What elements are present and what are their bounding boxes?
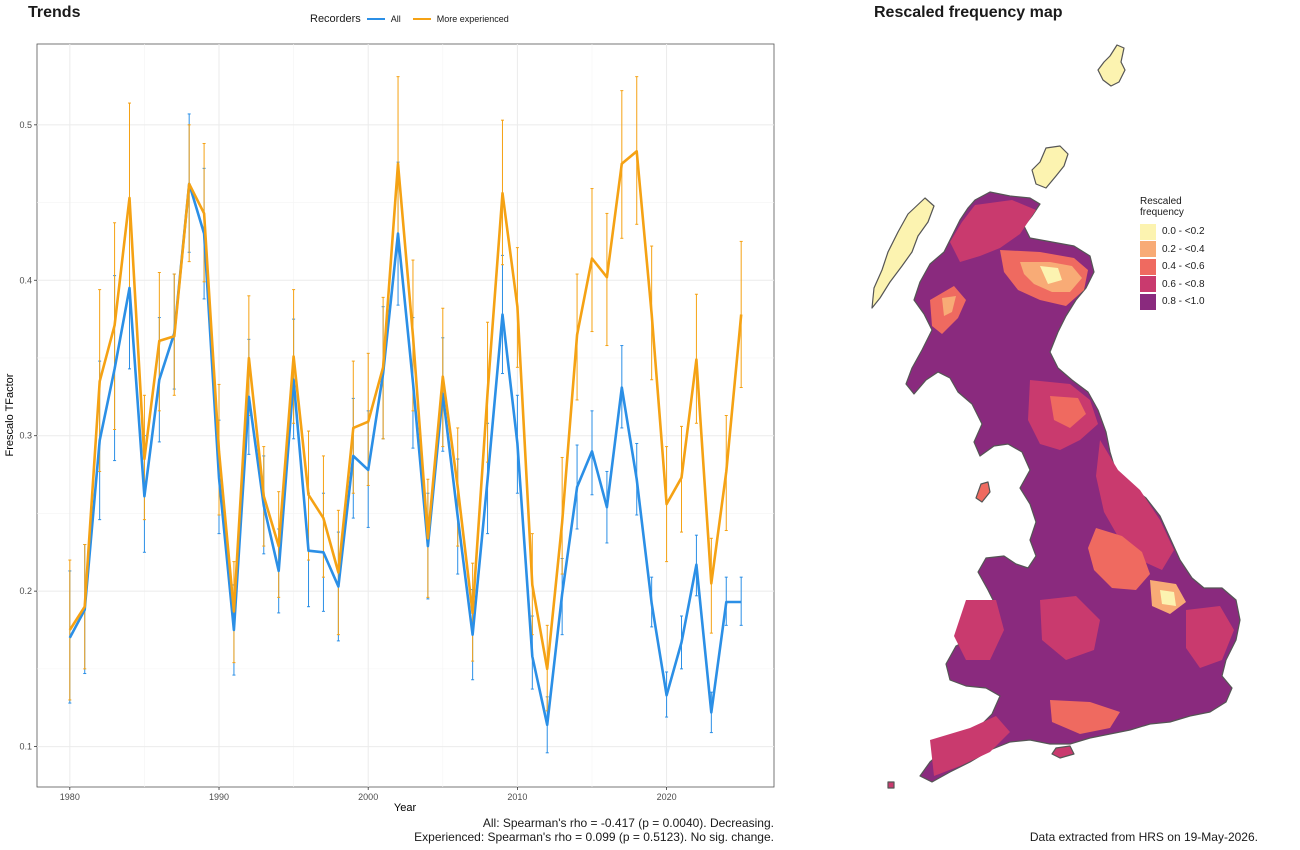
series-line-experienced	[68, 150, 743, 671]
legend-experienced-label: More experienced	[436, 14, 509, 24]
data-source-note: Data extracted from HRS on 19-May-2026.	[1029, 830, 1258, 844]
y-axis-label: Frescalo TFactor	[4, 373, 16, 456]
legend-all-label: All	[390, 14, 401, 24]
stat-experienced: Experienced: Spearman's rho = 0.099 (p =…	[414, 830, 774, 844]
map-legend-item: 0.0 - <0.2	[1140, 223, 1210, 241]
legend-experienced-swatch	[412, 18, 431, 20]
zone-yorkshire	[1088, 528, 1150, 590]
map-title: Rescaled frequency map	[874, 4, 1063, 21]
zone-midlands	[1040, 596, 1100, 660]
legend-all-swatch	[366, 18, 385, 20]
legend-label: 0.6 - <0.8	[1162, 278, 1205, 290]
map-legend-item: 0.2 - <0.4	[1140, 241, 1210, 259]
outer-hebrides-region	[871, 197, 935, 309]
stat-all: All: Spearman's rho = -0.417 (p = 0.0040…	[482, 816, 774, 830]
zone-south-coast	[1050, 700, 1120, 734]
map-legend-item: 0.4 - <0.6	[1140, 258, 1210, 276]
legend-label: 0.2 - <0.4	[1162, 243, 1205, 255]
zone-wash-low	[1160, 590, 1176, 606]
zone-north-scotland	[950, 200, 1036, 262]
y-tick-label: 0.2	[19, 586, 32, 596]
frequency-map	[871, 44, 1241, 789]
scilly-region	[887, 781, 895, 789]
map-frequency-zones	[930, 200, 1234, 776]
orkney-region	[1031, 145, 1069, 189]
x-axis-label: Year	[394, 802, 417, 814]
zone-grampian-low	[1040, 266, 1062, 284]
legend-swatch	[1140, 241, 1156, 258]
legend-swatch	[1140, 276, 1156, 293]
zone-west-highlands-low	[942, 296, 956, 316]
y-tick-label: 0.5	[19, 120, 32, 130]
zone-northeast-england	[1096, 440, 1174, 570]
y-tick-label: 0.4	[19, 275, 32, 285]
series-legend: Recorders All More experienced	[310, 13, 509, 25]
legend-title: Recorders	[310, 13, 361, 25]
zone-east-anglia	[1186, 606, 1234, 668]
x-tick-label: 1990	[209, 792, 229, 802]
legend-swatch	[1140, 258, 1156, 275]
x-tick-label: 2000	[358, 792, 378, 802]
error-bar-experienced	[605, 212, 609, 347]
legend-swatch	[1140, 223, 1156, 240]
shetland-region	[1097, 44, 1126, 87]
y-tick-label: 0.3	[19, 431, 32, 441]
map-legend-item: 0.8 - <1.0	[1140, 293, 1210, 311]
legend-label: 0.4 - <0.6	[1162, 261, 1205, 273]
map-legend: Rescaled frequency 0.0 - <0.2 0.2 - <0.4…	[1140, 196, 1210, 311]
axis-ticks: 1980 1990 2000 2010 2020 0.1 0.2 0.3 0.4 0.5	[19, 120, 676, 802]
map-legend-item: 0.6 - <0.8	[1140, 276, 1210, 294]
error-bar-experienced	[739, 240, 743, 389]
legend-label: 0.0 - <0.2	[1162, 226, 1205, 238]
legend-swatch	[1140, 293, 1156, 310]
x-tick-label: 1980	[60, 792, 80, 802]
error-bar-experienced	[709, 537, 713, 634]
map-legend-title: Rescaled frequency	[1140, 196, 1184, 218]
y-tick-label: 0.1	[19, 742, 32, 752]
trend-chart: 1980 1990 2000 2010 2020 0.1 0.2 0.3 0.4 0.5 Year…	[4, 43, 775, 814]
isle-of-wight-region	[1051, 745, 1075, 759]
trends-title: Trends	[28, 4, 81, 21]
x-tick-label: 2010	[507, 792, 527, 802]
isle-of-man-region	[975, 481, 991, 503]
legend-label: 0.8 - <1.0	[1162, 296, 1205, 308]
x-tick-label: 2020	[657, 792, 677, 802]
series-lines	[68, 150, 743, 727]
zone-borders	[1050, 396, 1086, 428]
zone-southwest	[930, 716, 1010, 776]
zone-wales	[954, 600, 1004, 660]
